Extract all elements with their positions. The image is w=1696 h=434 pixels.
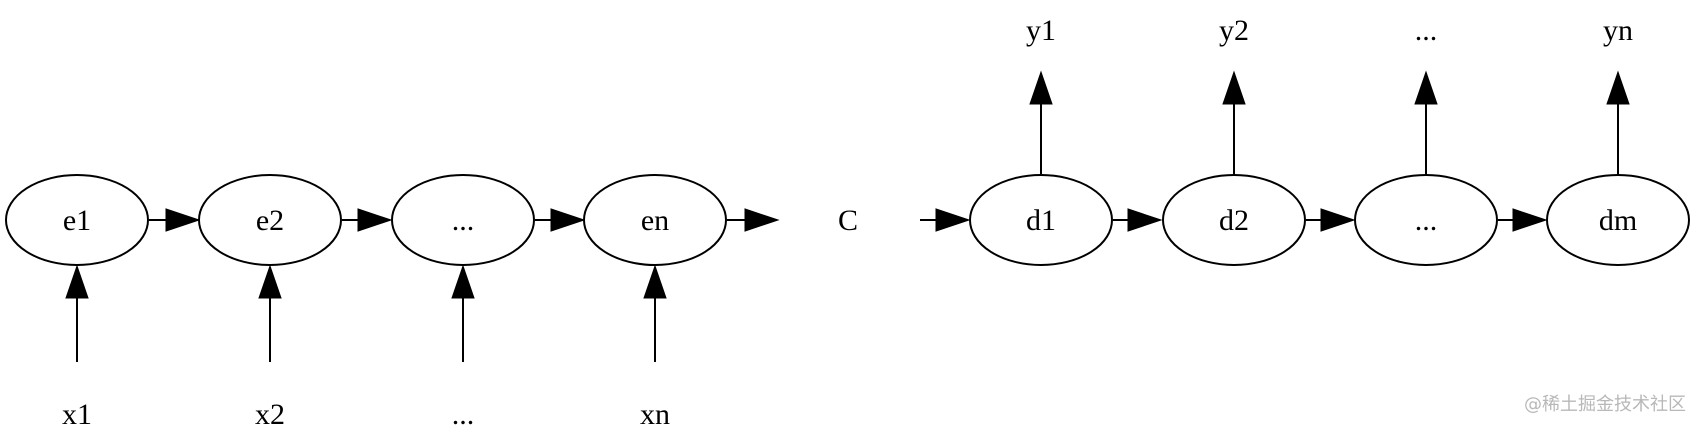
encoder-node: ...	[391, 174, 535, 266]
decoder-node: ...	[1354, 174, 1498, 266]
node-ellipse	[969, 174, 1113, 266]
arrow-head	[1029, 70, 1053, 105]
node-label: d1	[1026, 204, 1056, 237]
arrow-head	[65, 264, 89, 299]
node-ellipse	[1162, 174, 1306, 266]
node-label: en	[641, 204, 669, 237]
encoder: x1 x2 ... xn e1 e2 ...	[5, 174, 780, 431]
arrow-head	[1606, 70, 1630, 105]
arrow-head	[1320, 208, 1356, 232]
node-label: ...	[1415, 204, 1438, 237]
encoder-input-label: x1	[62, 398, 92, 431]
arrow-head	[744, 208, 780, 232]
decoder-output-label: y1	[1026, 14, 1056, 47]
arrow-head	[1127, 208, 1163, 232]
arrow-head	[643, 264, 667, 299]
decoder-output-label: y2	[1219, 14, 1249, 47]
node-ellipse	[5, 174, 149, 266]
node-ellipse	[583, 174, 727, 266]
encoder-node: e1	[5, 174, 149, 266]
encoder-node: e2	[198, 174, 342, 266]
arrow-head	[935, 208, 971, 232]
watermark: @稀土掘金技术社区	[1524, 394, 1686, 415]
node-ellipse	[198, 174, 342, 266]
encoder-input-label: x2	[255, 398, 285, 431]
encoder-input-label: ...	[452, 398, 475, 431]
arrow-head	[1414, 70, 1438, 105]
arrow-head	[357, 208, 393, 232]
arrow-head	[451, 264, 475, 299]
decoder-node: dm	[1546, 174, 1690, 266]
node-ellipse	[1354, 174, 1498, 266]
decoder: y1 y2 ... yn d1 d2 ... dm	[920, 14, 1690, 266]
decoder-node: d2	[1162, 174, 1306, 266]
decoder-node: d1	[969, 174, 1113, 266]
node-ellipse	[1546, 174, 1690, 266]
arrow-head	[1512, 208, 1548, 232]
node-label: dm	[1599, 204, 1637, 237]
arrow-head	[1222, 70, 1246, 105]
decoder-output-label: ...	[1415, 14, 1438, 47]
node-label: d2	[1219, 204, 1249, 237]
context-label: C	[838, 204, 858, 237]
node-label: ...	[452, 204, 475, 237]
node-label: e2	[256, 204, 284, 237]
decoder-output-label: yn	[1603, 14, 1633, 47]
arrow-head	[550, 208, 586, 232]
encoder-input-label: xn	[640, 398, 670, 431]
encoder-node: en	[583, 174, 727, 266]
node-label: e1	[63, 204, 91, 237]
arrow-head	[165, 208, 201, 232]
arrow-head	[258, 264, 282, 299]
node-ellipse	[391, 174, 535, 266]
